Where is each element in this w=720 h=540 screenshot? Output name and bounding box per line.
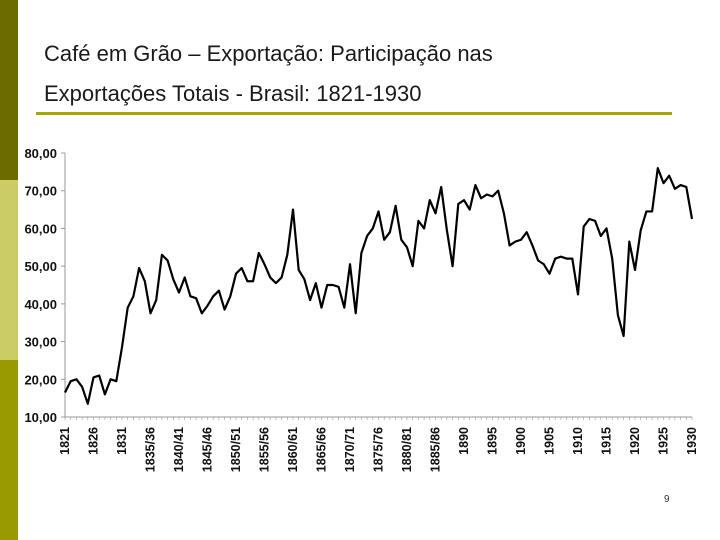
x-tick-label: 1885/86 xyxy=(429,427,443,472)
x-tick-label: 1860/61 xyxy=(286,427,300,472)
slide-title-line-1: Café em Grão – Exportação: Participação … xyxy=(44,41,493,66)
x-tick-label: 1920 xyxy=(628,427,642,455)
x-tick-label: 1845/46 xyxy=(201,427,215,472)
y-tick-label: 50,00 xyxy=(24,259,57,274)
y-tick-label: 10,00 xyxy=(24,410,57,425)
x-tick-label: 1880/81 xyxy=(400,427,414,472)
x-tick-label: 1925 xyxy=(657,427,671,455)
x-tick-label: 1930 xyxy=(685,427,699,455)
x-tick-label: 1865/66 xyxy=(315,427,329,472)
title-underline-rule xyxy=(36,112,672,115)
x-tick-label: 1890 xyxy=(457,427,471,455)
left-accent-bar xyxy=(0,0,18,540)
accent-segment-mid xyxy=(0,360,18,540)
x-tick-label: 1826 xyxy=(87,427,101,455)
x-tick-label: 1915 xyxy=(600,427,614,455)
x-tick-label: 1850/51 xyxy=(229,427,243,472)
x-tick-label: 1821 xyxy=(58,427,72,455)
x-tick-label: 1895 xyxy=(486,427,500,455)
y-tick-label: 70,00 xyxy=(24,184,57,199)
x-tick-label: 1831 xyxy=(115,427,129,455)
x-tick-label: 1840/41 xyxy=(172,427,186,472)
accent-segment-light xyxy=(0,180,18,360)
slide-number: 9 xyxy=(664,494,670,505)
line-chart: 10,00 20,00 30,00 40,00 50,00 60,00 70,00 80,00… xyxy=(24,146,699,472)
y-tick-label: 20,00 xyxy=(24,372,57,387)
y-tick-label: 60,00 xyxy=(24,221,57,236)
slide-title-line-2: Exportações Totais - Brasil: 1821-1930 xyxy=(44,81,422,106)
x-tick-label: 1870/71 xyxy=(343,427,357,472)
accent-segment-dark xyxy=(0,0,18,180)
slide-title: Café em Grão – Exportação: Participação … xyxy=(44,34,684,114)
y-tick-label: 30,00 xyxy=(24,335,57,350)
x-tick-label: 1855/56 xyxy=(258,427,272,472)
x-tick-label: 1900 xyxy=(514,427,528,455)
x-tick-label: 1905 xyxy=(543,427,557,455)
x-tick-label: 1835/36 xyxy=(144,427,158,472)
x-tick-label: 1875/76 xyxy=(372,427,386,472)
series-line-participacao xyxy=(64,166,694,405)
x-tick-label: 1910 xyxy=(571,427,585,455)
y-tick-label: 80,00 xyxy=(24,146,57,161)
y-tick-label: 40,00 xyxy=(24,297,57,312)
